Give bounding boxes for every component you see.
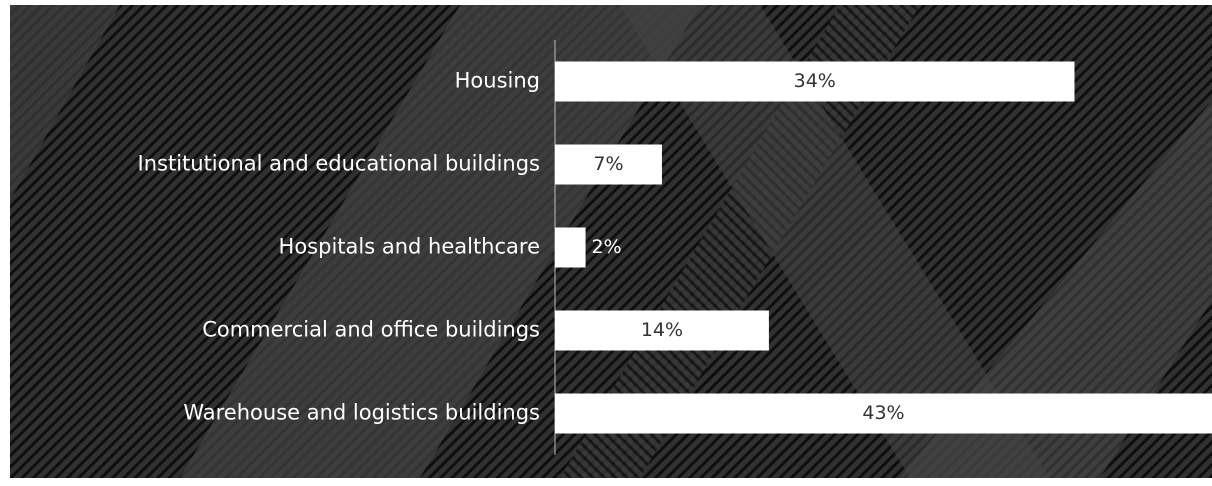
bar: [555, 227, 586, 268]
category-label: Institutional and educational buildings: [138, 152, 540, 176]
category-label: Hospitals and healthcare: [279, 235, 540, 259]
category-label: Commercial and office buildings: [202, 318, 540, 342]
value-label: 14%: [641, 319, 683, 341]
value-label: 34%: [794, 70, 836, 92]
value-label: 2%: [592, 236, 622, 258]
value-label: 7%: [593, 153, 623, 175]
bar: [555, 144, 662, 185]
bar: [555, 61, 1075, 102]
value-label: 43%: [862, 402, 904, 424]
category-label: Warehouse and logistics buildings: [183, 401, 540, 425]
bar: [555, 310, 769, 351]
bar: [555, 393, 1212, 434]
category-label: Housing: [455, 69, 540, 93]
